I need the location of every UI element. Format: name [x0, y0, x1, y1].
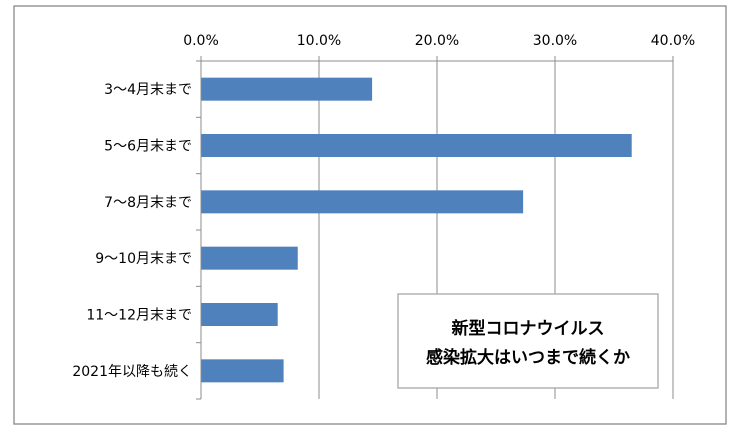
category-label: 11〜12月末まで — [86, 308, 192, 324]
x-tick-label: 30.0% — [533, 33, 577, 49]
bar — [201, 134, 632, 157]
category-label: 9〜10月末まで — [95, 251, 192, 267]
category-label: 2021年以降も続く — [72, 363, 192, 380]
x-tick-label: 40.0% — [651, 33, 695, 49]
bar — [201, 77, 373, 101]
annotation-line-1: 新型コロナウイルス — [452, 318, 605, 339]
axes — [196, 56, 674, 400]
x-tick-labels: 0.0% 10.0% 20.0% 30.0% 40.0% — [183, 33, 695, 49]
x-tick-label: 0.0% — [183, 33, 219, 49]
x-tick-label: 10.0% — [297, 33, 341, 49]
bar — [201, 359, 284, 383]
bar — [201, 303, 278, 326]
annotation-line-2: 感染拡大はいつまで続くか — [426, 347, 630, 368]
category-labels: 3〜4月末まで 5〜6月末まで 7〜8月末まで 9〜10月末まで 11〜12月末まで 20… — [72, 82, 192, 380]
bar — [201, 190, 524, 214]
annotation-box: 新型コロナウイルス 感染拡大はいつまで続くか — [397, 293, 659, 389]
category-label: 5〜6月末まで — [104, 139, 192, 155]
category-label: 7〜8月末まで — [104, 195, 192, 211]
category-label: 3〜4月末まで — [104, 82, 192, 98]
bars — [201, 77, 632, 383]
x-tick-label: 20.0% — [415, 33, 459, 49]
bar — [201, 246, 298, 270]
